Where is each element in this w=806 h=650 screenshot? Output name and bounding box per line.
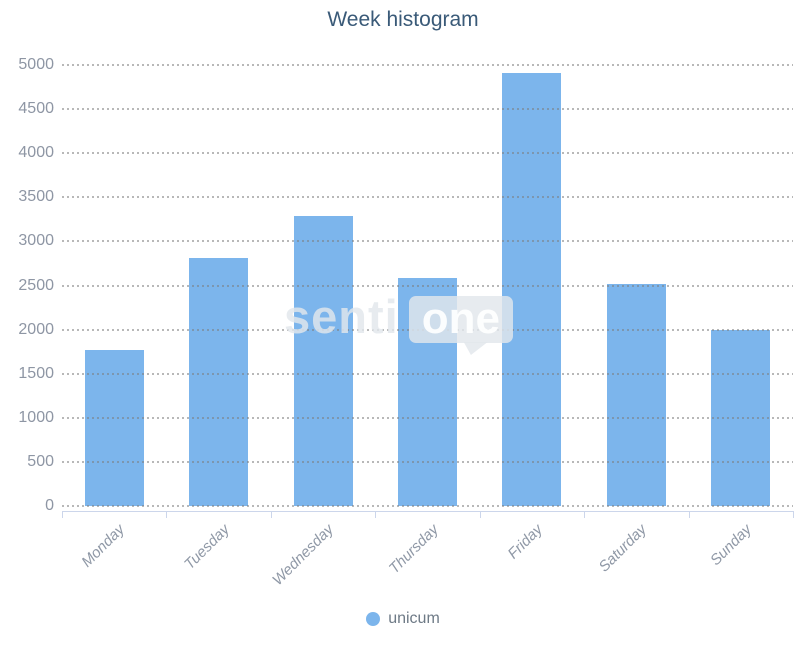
gridline-1500 <box>62 373 793 375</box>
x-axis-tick-7 <box>793 512 794 518</box>
legend-marker-circle-icon <box>366 612 381 626</box>
x-axis-tick-4 <box>480 512 481 518</box>
y-tick-label-4500: 4500 <box>18 100 54 117</box>
x-axis-tick-1 <box>166 512 167 518</box>
y-tick-label-0: 0 <box>45 497 54 514</box>
bar-friday[interactable] <box>501 72 562 506</box>
gridline-4500 <box>62 108 793 110</box>
x-axis-tick-2 <box>271 512 272 518</box>
y-tick-label-1500: 1500 <box>18 365 54 382</box>
y-tick-label-1000: 1000 <box>18 409 54 426</box>
y-tick-label-2000: 2000 <box>18 321 54 338</box>
bar-monday[interactable] <box>84 349 145 506</box>
gridline-3500 <box>62 196 793 198</box>
gridline-2000 <box>62 329 793 331</box>
gridline-4000 <box>62 152 793 154</box>
x-axis-tick-6 <box>689 512 690 518</box>
y-tick-label-2500: 2500 <box>18 277 54 294</box>
gridline-500 <box>62 461 793 463</box>
gridline-2500 <box>62 285 793 287</box>
plot-area <box>62 64 793 507</box>
y-tick-label-3500: 3500 <box>18 188 54 205</box>
legend-label: unicum <box>388 610 440 627</box>
gridline-1000 <box>62 417 793 419</box>
gridline-3000 <box>62 240 793 242</box>
x-axis-tick-5 <box>584 512 585 518</box>
y-tick-label-4000: 4000 <box>18 144 54 161</box>
gridline-0 <box>62 505 793 507</box>
bar-thursday[interactable] <box>397 277 458 506</box>
gridline-5000 <box>62 64 793 66</box>
legend-item-unicum[interactable]: unicum <box>0 610 806 628</box>
bar-tuesday[interactable] <box>188 257 249 506</box>
bar-wednesday[interactable] <box>293 215 354 506</box>
x-axis-line <box>62 511 794 512</box>
x-axis-tick-0 <box>62 512 63 518</box>
y-tick-label-5000: 5000 <box>18 56 54 73</box>
x-axis-tick-3 <box>375 512 376 518</box>
y-tick-label-3000: 3000 <box>18 232 54 249</box>
bar-saturday[interactable] <box>606 283 667 506</box>
y-tick-label-500: 500 <box>27 453 54 470</box>
y-axis-labels: 0 500 1000 1500 2000 2500 3000 3500 4000 4500 5000 <box>0 0 54 650</box>
chart-title: Week histogram <box>327 8 479 31</box>
